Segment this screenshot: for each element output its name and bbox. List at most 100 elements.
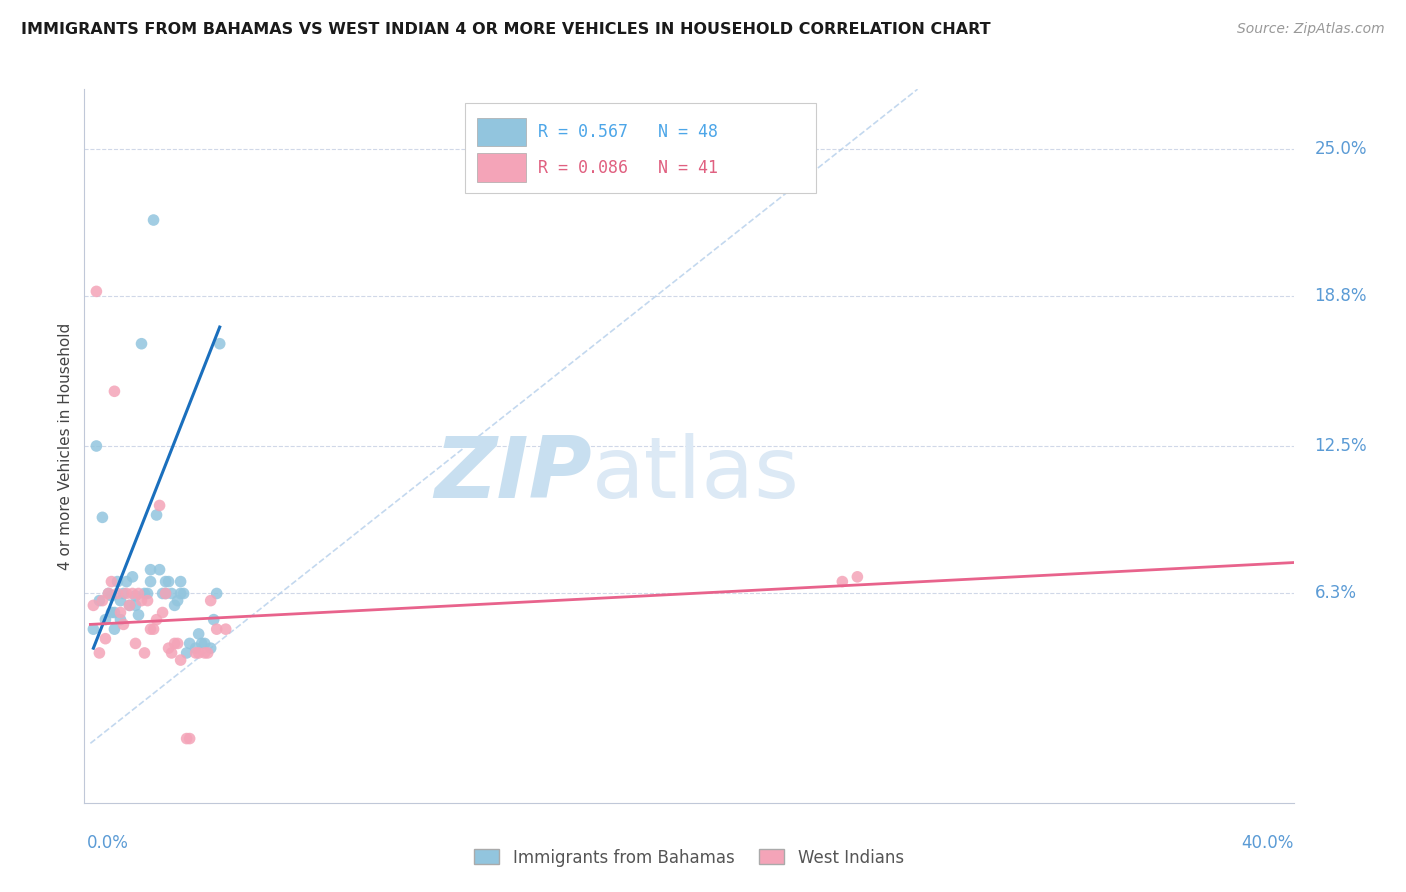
- Point: [97, 586, 120, 600]
- Point: [112, 617, 135, 632]
- Text: 40.0%: 40.0%: [1241, 834, 1294, 852]
- Point: [89, 646, 111, 660]
- Text: 6.3%: 6.3%: [1315, 584, 1357, 602]
- Point: [100, 606, 122, 620]
- Point: [145, 613, 167, 627]
- Legend: Immigrants from Bahamas, West Indians: Immigrants from Bahamas, West Indians: [464, 838, 914, 877]
- Point: [103, 384, 125, 399]
- Text: 25.0%: 25.0%: [1315, 140, 1367, 158]
- Point: [200, 641, 222, 656]
- Point: [107, 574, 129, 589]
- Point: [152, 586, 174, 600]
- Point: [100, 574, 122, 589]
- Point: [97, 586, 120, 600]
- Point: [107, 586, 129, 600]
- Point: [94, 613, 117, 627]
- Point: [148, 563, 170, 577]
- Point: [86, 439, 108, 453]
- Point: [136, 593, 159, 607]
- Point: [184, 646, 207, 660]
- FancyBboxPatch shape: [465, 103, 815, 193]
- Point: [112, 586, 135, 600]
- Point: [124, 589, 146, 603]
- Point: [134, 646, 156, 660]
- Text: IMMIGRANTS FROM BAHAMAS VS WEST INDIAN 4 OR MORE VEHICLES IN HOUSEHOLD CORRELATI: IMMIGRANTS FROM BAHAMAS VS WEST INDIAN 4…: [21, 22, 991, 37]
- Point: [115, 574, 138, 589]
- Point: [124, 636, 146, 650]
- Bar: [478, 153, 526, 182]
- Point: [176, 731, 198, 746]
- Point: [145, 508, 167, 522]
- Point: [82, 622, 104, 636]
- Point: [163, 636, 186, 650]
- Point: [173, 586, 195, 600]
- Point: [163, 599, 186, 613]
- Point: [166, 636, 188, 650]
- Point: [124, 599, 146, 613]
- Point: [846, 570, 869, 584]
- Point: [187, 646, 209, 660]
- Point: [134, 586, 156, 600]
- Point: [128, 586, 150, 600]
- Point: [139, 574, 162, 589]
- Point: [110, 606, 132, 620]
- Point: [169, 574, 191, 589]
- Point: [142, 622, 165, 636]
- Text: atlas: atlas: [592, 433, 800, 516]
- Text: 12.5%: 12.5%: [1315, 437, 1367, 455]
- Point: [115, 586, 138, 600]
- Point: [89, 593, 111, 607]
- Point: [176, 646, 198, 660]
- Point: [82, 599, 104, 613]
- Text: 0.0%: 0.0%: [87, 834, 129, 852]
- Point: [103, 606, 125, 620]
- Point: [118, 599, 141, 613]
- Point: [121, 570, 143, 584]
- Point: [131, 336, 153, 351]
- Point: [128, 607, 150, 622]
- Point: [190, 636, 212, 650]
- Point: [157, 574, 180, 589]
- Point: [155, 586, 177, 600]
- Point: [184, 641, 207, 656]
- Point: [208, 336, 231, 351]
- Point: [103, 622, 125, 636]
- Point: [94, 632, 117, 646]
- Y-axis label: 4 or more Vehicles in Household: 4 or more Vehicles in Household: [58, 322, 73, 570]
- Point: [179, 731, 201, 746]
- Point: [86, 285, 108, 299]
- Point: [831, 574, 853, 589]
- Text: ZIP: ZIP: [434, 433, 592, 516]
- Point: [160, 646, 183, 660]
- Point: [194, 636, 217, 650]
- Text: R = 0.086   N = 41: R = 0.086 N = 41: [538, 159, 718, 177]
- Text: 18.8%: 18.8%: [1315, 287, 1367, 305]
- Point: [139, 622, 162, 636]
- Point: [131, 593, 153, 607]
- Point: [118, 599, 141, 613]
- Point: [179, 636, 201, 650]
- Bar: [478, 118, 526, 146]
- Point: [155, 586, 177, 600]
- Point: [197, 646, 219, 660]
- Point: [121, 586, 143, 600]
- Point: [202, 613, 225, 627]
- Point: [160, 586, 183, 600]
- Point: [157, 641, 180, 656]
- Point: [200, 593, 222, 607]
- Point: [91, 510, 114, 524]
- Text: R = 0.567   N = 48: R = 0.567 N = 48: [538, 123, 718, 141]
- Point: [187, 627, 209, 641]
- Point: [100, 589, 122, 603]
- Point: [110, 613, 132, 627]
- Point: [142, 213, 165, 227]
- Point: [169, 586, 191, 600]
- Point: [205, 622, 228, 636]
- Point: [152, 606, 174, 620]
- Point: [91, 593, 114, 607]
- Point: [155, 574, 177, 589]
- Point: [169, 653, 191, 667]
- Point: [194, 646, 217, 660]
- Point: [139, 563, 162, 577]
- Point: [166, 593, 188, 607]
